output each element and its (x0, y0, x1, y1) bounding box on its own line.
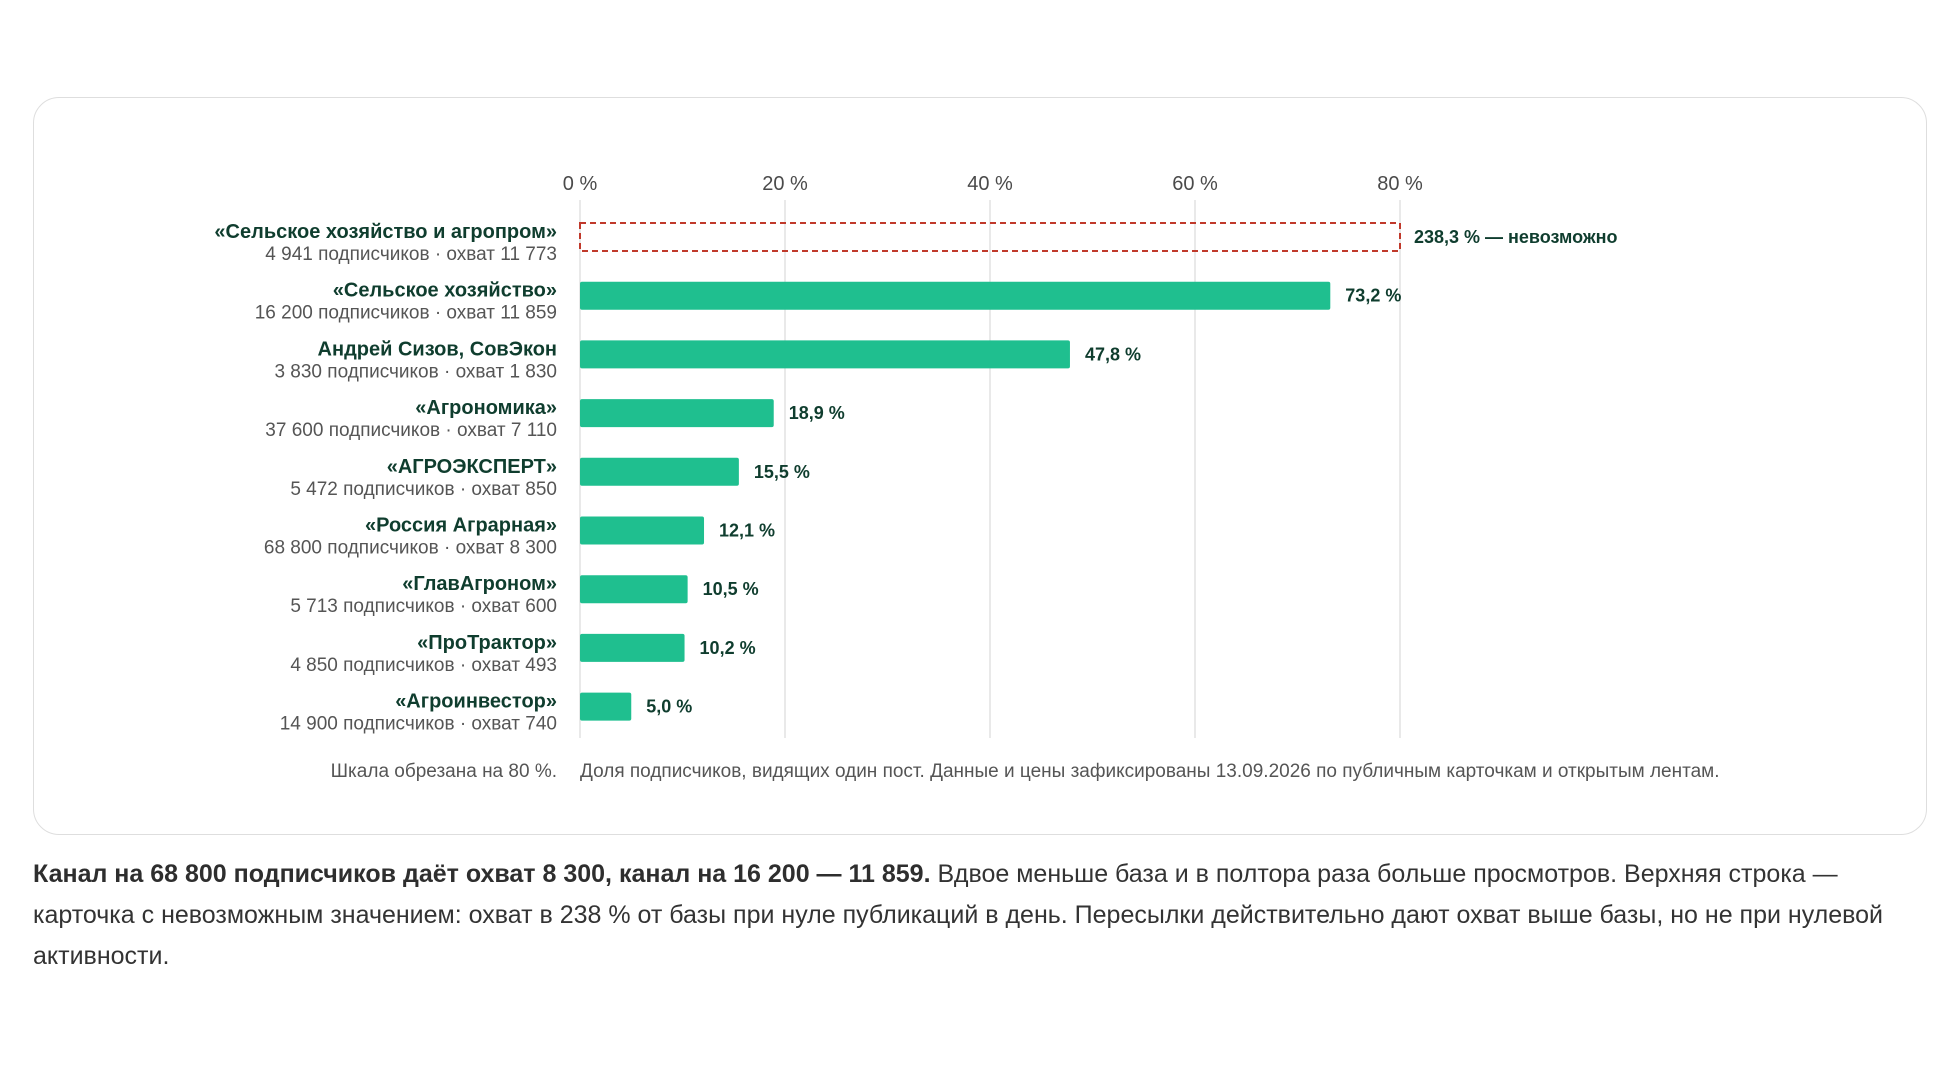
bar (580, 692, 632, 721)
invalid-bar (579, 222, 1401, 252)
bar-value-label: 73,2 % (1345, 286, 1401, 306)
chart-card (33, 97, 1927, 835)
scale-note: Шкала обрезана на 80 %. (331, 761, 557, 782)
source-note: Доля подписчиков, видящих один пост. Дан… (580, 761, 1720, 782)
x-tick-label: 20 % (762, 173, 808, 195)
channel-name: «Сельское хозяйство и агропром» (214, 221, 557, 243)
channel-stats: 16 200 подписчиков · охват 11 859 (255, 303, 557, 324)
caption-lead: Канал на 68 800 подписчиков даёт охват 8… (33, 860, 931, 888)
channel-name: Андрей Сизов, СовЭкон (318, 338, 557, 360)
channel-stats: 14 900 подписчиков · охват 740 (280, 714, 557, 735)
bar-value-label: 10,2 % (700, 638, 756, 658)
bar (580, 281, 1331, 310)
bar-value-label: 10,5 % (703, 579, 759, 599)
chart-caption: Канал на 68 800 подписчиков даёт охват 8… (33, 854, 1933, 977)
bar (580, 575, 688, 604)
channel-name: «Сельское хозяйство» (333, 280, 557, 302)
channel-stats: 3 830 подписчиков · охват 1 830 (274, 361, 557, 382)
channel-name: «Россия Аграрная» (365, 515, 557, 537)
bar (580, 399, 774, 428)
channel-stats: 4 941 подписчиков · охват 11 773 (265, 244, 557, 265)
channel-stats: 5 713 подписчиков · охват 600 (290, 596, 557, 617)
bar (580, 457, 739, 486)
bar-value-label: 12,1 % (719, 521, 775, 541)
bar (580, 633, 685, 662)
bar-value-label: 5,0 % (646, 697, 692, 717)
x-tick-label: 60 % (1172, 173, 1218, 195)
channel-stats: 5 472 подписчиков · охват 850 (290, 479, 557, 500)
bar (580, 516, 705, 545)
reach-bar-chart: 0 % 20 % 40 % 60 % 80 % «Сельское хозяйство и… (214, 173, 1720, 782)
channel-name: «ПроТрактор» (417, 632, 557, 654)
channel-stats: 68 800 подписчиков · охват 8 300 (264, 538, 557, 559)
bar-value-label: 238,3 % — невозможно (1414, 227, 1617, 247)
bar-value-label: 18,9 % (789, 403, 845, 423)
channel-stats: 37 600 подписчиков · охват 7 110 (265, 420, 557, 441)
bar (580, 340, 1070, 369)
channel-stats: 4 850 подписчиков · охват 493 (290, 655, 557, 676)
channel-name: «ГлавАгроном» (402, 573, 557, 595)
channel-name: «Агрономика» (415, 397, 557, 419)
bar-value-label: 15,5 % (754, 462, 810, 482)
bar-value-label: 47,8 % (1085, 344, 1141, 364)
channel-name: «АГРОЭКСПЕРТ» (387, 456, 557, 478)
channel-name: «Агроинвестор» (395, 691, 557, 713)
x-tick-label: 80 % (1377, 173, 1423, 195)
x-tick-label: 40 % (967, 173, 1013, 195)
x-tick-label: 0 % (563, 173, 598, 195)
caption-text: Вдвое меньше база и в полтора раза больш… (33, 860, 1884, 970)
